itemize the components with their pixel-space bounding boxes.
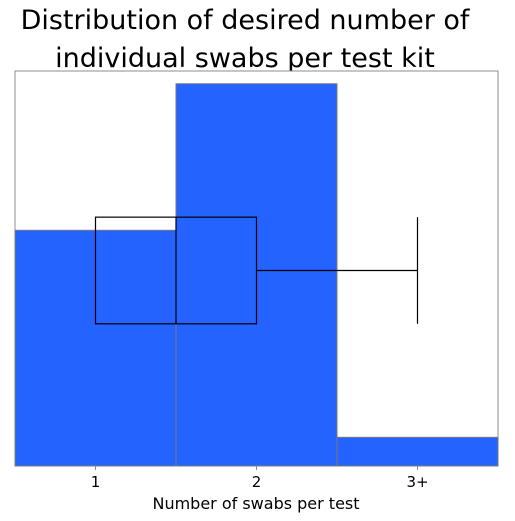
x-tick-label: 1 — [91, 473, 101, 491]
chart-title-line-1: Distribution of desired number of — [20, 5, 470, 36]
x-tick-label: 2 — [252, 473, 262, 491]
x-axis-label: Number of swabs per test — [152, 494, 360, 513]
box-plot — [94, 216, 419, 325]
bar-3plus — [336, 436, 499, 467]
chart-title-line-2: individual swabs per test kit — [55, 43, 435, 74]
x-tick-label: 3+ — [406, 473, 428, 491]
x-axis-ticks: 1 2 3+ — [91, 466, 429, 491]
chart-title: Distribution of desired number of indivi… — [0, 2, 490, 78]
